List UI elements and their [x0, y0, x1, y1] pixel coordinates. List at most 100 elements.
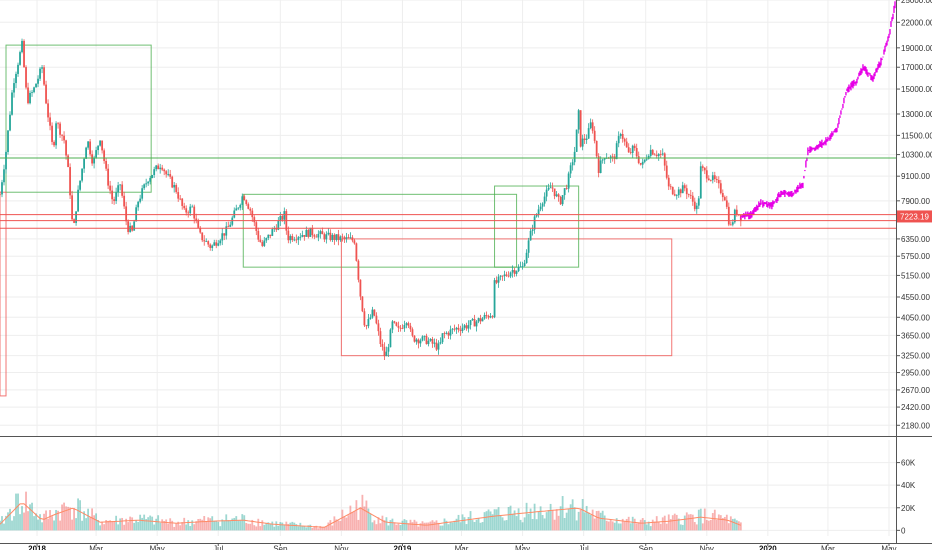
- candle-body: [499, 275, 502, 277]
- volume-bar: [421, 521, 424, 531]
- candle-body: [33, 87, 35, 93]
- volume-bar: [143, 514, 146, 531]
- candle-body: [47, 103, 49, 118]
- volume-bar: [101, 521, 104, 531]
- candle-body: [577, 110, 580, 130]
- candle-body: [105, 160, 108, 169]
- volume-bar: [629, 523, 632, 531]
- volume-bar: [161, 519, 164, 531]
- volume-bar: [15, 493, 17, 531]
- candle-body: [161, 167, 164, 170]
- candle-body: [591, 122, 594, 131]
- volume-tick-label: 0: [901, 526, 906, 535]
- volume-bar: [29, 504, 31, 531]
- candle-body: [85, 147, 87, 159]
- volume-bar: [479, 522, 482, 531]
- volume-bar: [381, 515, 384, 531]
- volume-bar: [309, 524, 312, 531]
- candle-body: [735, 209, 738, 215]
- volume-bar: [0, 520, 1, 531]
- volume-bar: [695, 524, 698, 531]
- volume-bar: [217, 521, 220, 531]
- candle-body: [405, 323, 408, 325]
- candle-body: [683, 185, 686, 189]
- candle-body: [421, 336, 424, 341]
- candle-body: [401, 327, 404, 329]
- volume-bar: [307, 525, 310, 531]
- price-tick-label: 6350.00: [901, 235, 930, 244]
- volume-bar: [187, 520, 190, 531]
- candle-body: [43, 67, 45, 85]
- volume-bar: [243, 515, 246, 531]
- candle-body: [675, 195, 678, 196]
- price-tick-label: 2180.00: [901, 421, 930, 430]
- volume-bar: [701, 523, 704, 531]
- volume-bar: [675, 514, 678, 531]
- price-tick-label: 5750.00: [901, 252, 930, 261]
- candle-body: [545, 189, 548, 197]
- price-tick-label: 4050.00: [901, 313, 930, 322]
- volume-bar: [225, 514, 228, 531]
- candle-body: [517, 266, 520, 272]
- candle-body: [573, 151, 576, 163]
- volume-bar: [505, 520, 508, 531]
- candle-body: [671, 186, 674, 195]
- candle-body: [7, 130, 9, 153]
- volume-bar: [449, 522, 452, 531]
- volume-bar: [335, 519, 338, 531]
- volume-bar: [361, 494, 364, 531]
- time-tick-label: Jul: [579, 545, 589, 550]
- range-box: [242, 193, 518, 268]
- volume-bar: [231, 518, 234, 531]
- time-axis: 2018 Mar May Jul Sep Nov 2019 Mar May Jul Sep Nov 20…: [28, 543, 897, 554]
- candle-body: [649, 149, 652, 156]
- candle-body: [387, 347, 390, 352]
- volume-bar: [447, 524, 450, 531]
- price-tick-label: 4550.00: [901, 293, 930, 302]
- candle-body: [395, 322, 398, 326]
- volume-bar: [721, 518, 724, 531]
- candle-body: [489, 316, 492, 318]
- volume-bar: [575, 520, 578, 531]
- volume-bar: [567, 508, 570, 531]
- candle-body: [259, 239, 262, 243]
- volume-bar: [21, 506, 23, 531]
- candle-body: [61, 134, 63, 136]
- volume-bar: [67, 506, 69, 531]
- volume-bar: [305, 527, 308, 531]
- volume-bar: [597, 510, 600, 531]
- candle-body: [721, 193, 724, 198]
- volume-bar: [491, 514, 494, 531]
- candle-body: [655, 154, 658, 156]
- candle-body: [371, 309, 374, 318]
- volume-bar: [87, 508, 89, 531]
- volume-bar: [31, 502, 33, 531]
- volume-bar: [617, 523, 620, 531]
- volume-bar: [537, 511, 540, 531]
- candle-body: [53, 141, 55, 146]
- volume-bar: [635, 523, 638, 531]
- candle-body: [629, 152, 632, 154]
- candle-body: [181, 198, 184, 206]
- candle-body: [69, 167, 71, 196]
- candle-body: [315, 236, 318, 238]
- candle-body: [193, 206, 196, 219]
- volume-bar: [299, 522, 302, 531]
- candle-body: [317, 233, 320, 238]
- candle-body: [493, 280, 496, 318]
- volume-bar: [461, 514, 464, 531]
- volume-bar: [117, 524, 120, 531]
- candle-body: [583, 138, 586, 141]
- volume-bar: [49, 510, 51, 531]
- candle-body: [391, 321, 394, 330]
- candle-body: [695, 205, 698, 210]
- candle-body: [287, 230, 290, 241]
- candle-body: [0, 194, 1, 196]
- candle-body: [91, 154, 94, 164]
- candle-body: [451, 328, 454, 330]
- candle-body: [667, 177, 670, 187]
- candle-body: [15, 73, 17, 84]
- candle-body: [175, 185, 178, 193]
- candle-body: [347, 237, 350, 239]
